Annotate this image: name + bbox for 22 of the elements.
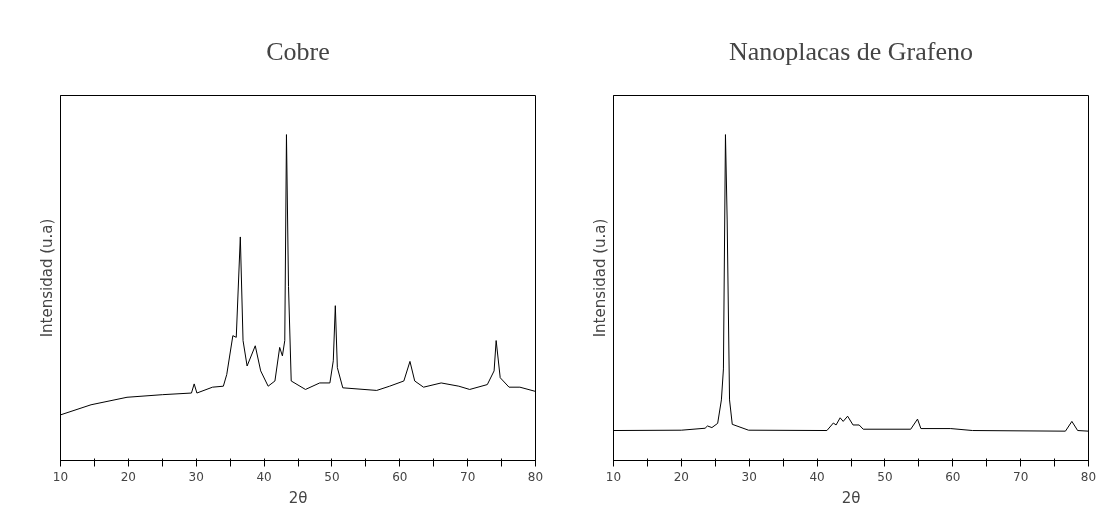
x-tick-label: 70 xyxy=(460,469,476,484)
x-tick-label: 70 xyxy=(1013,469,1029,484)
chart-title: Cobre xyxy=(266,36,330,66)
y-axis-title: Intensidad (u.a) xyxy=(37,218,56,338)
x-tick-label: 20 xyxy=(120,469,136,484)
x-tick-label: 60 xyxy=(392,469,408,484)
x-tick-label: 10 xyxy=(605,469,622,484)
x-tick-label: 10 xyxy=(52,469,69,484)
x-tick-label: 80 xyxy=(1080,469,1097,484)
x-tick-label: 80 xyxy=(527,469,544,484)
x-tick-label: 40 xyxy=(256,469,272,484)
y-axis-title: Intensidad (u.a) xyxy=(590,218,609,338)
x-axis-title: 2θ xyxy=(841,488,861,507)
x-tick-label: 50 xyxy=(877,469,893,484)
x-tick-label: 60 xyxy=(945,469,961,484)
x-tick-label: 30 xyxy=(188,469,204,484)
x-axis-title: 2θ xyxy=(288,488,308,507)
x-tick-label: 40 xyxy=(809,469,825,484)
x-tick-label: 30 xyxy=(741,469,757,484)
x-tick-label: 50 xyxy=(324,469,340,484)
chart-title: Nanoplacas de Grafeno xyxy=(729,36,973,66)
x-tick-label: 20 xyxy=(673,469,689,484)
